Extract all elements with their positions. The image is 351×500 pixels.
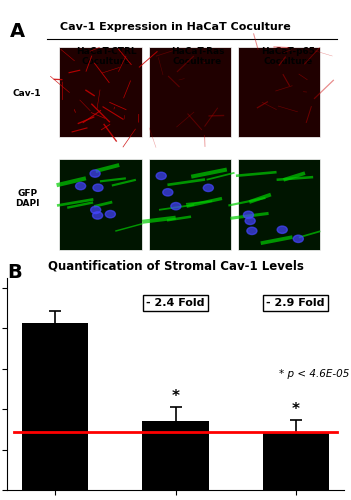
Text: GFP
DAPI: GFP DAPI	[15, 188, 40, 208]
Circle shape	[156, 172, 166, 180]
Circle shape	[293, 235, 303, 242]
Circle shape	[93, 212, 102, 219]
FancyBboxPatch shape	[238, 159, 320, 250]
Circle shape	[105, 210, 115, 218]
FancyBboxPatch shape	[148, 159, 231, 250]
Circle shape	[245, 217, 255, 224]
Text: *: *	[172, 389, 179, 404]
Circle shape	[243, 211, 253, 218]
Text: HaCaT-CTRL
Coculture: HaCaT-CTRL Coculture	[76, 47, 137, 66]
Circle shape	[75, 182, 86, 190]
Text: * p < 4.6E-05: * p < 4.6E-05	[279, 368, 350, 378]
Circle shape	[171, 202, 181, 210]
Title: Quantification of Stromal Cav-1 Levels: Quantification of Stromal Cav-1 Levels	[48, 259, 303, 272]
Circle shape	[203, 184, 213, 192]
Text: Cav-1 Expression in HaCaT Coculture: Cav-1 Expression in HaCaT Coculture	[60, 22, 291, 32]
FancyBboxPatch shape	[59, 159, 142, 250]
Circle shape	[93, 184, 103, 192]
Text: - 2.9 Fold: - 2.9 Fold	[266, 298, 325, 308]
Text: HaCaT-Ras
Coculture: HaCaT-Ras Coculture	[171, 47, 224, 66]
Circle shape	[90, 170, 100, 177]
Text: B: B	[7, 262, 22, 281]
Text: A: A	[11, 22, 26, 42]
Circle shape	[91, 206, 101, 214]
Bar	[263, 432, 329, 490]
Bar	[22, 323, 88, 490]
Circle shape	[247, 227, 257, 234]
Circle shape	[163, 188, 173, 196]
Text: *: *	[292, 402, 300, 417]
FancyBboxPatch shape	[148, 47, 231, 137]
Text: - 2.4 Fold: - 2.4 Fold	[146, 298, 205, 308]
FancyBboxPatch shape	[59, 47, 142, 137]
Circle shape	[277, 226, 287, 234]
Text: Cav-1: Cav-1	[13, 88, 41, 98]
Text: HaCaT-p65
Coculture: HaCaT-p65 Coculture	[261, 47, 316, 66]
Bar	[143, 421, 208, 490]
FancyBboxPatch shape	[238, 47, 320, 137]
